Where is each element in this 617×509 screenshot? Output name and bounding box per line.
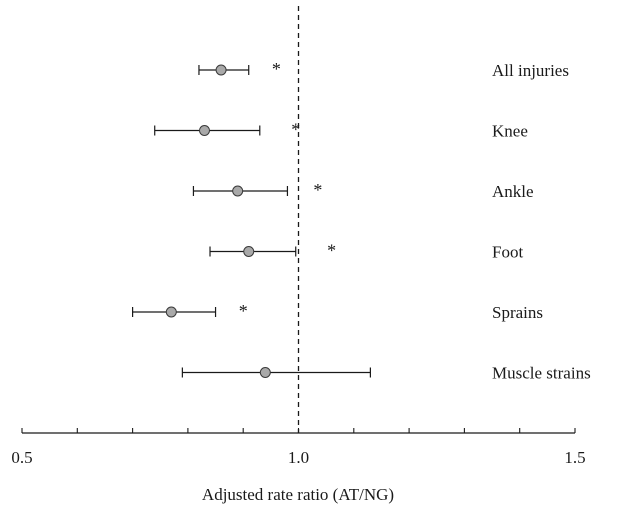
x-tick-label: 1.5: [564, 448, 585, 467]
point-estimate: [215, 64, 227, 76]
point-estimate: [243, 246, 255, 257]
point-estimate: [232, 185, 244, 197]
row-label: Ankle: [492, 182, 534, 201]
row-label: Knee: [492, 122, 528, 141]
row-label: Sprains: [492, 303, 543, 322]
point-estimate: [198, 125, 210, 136]
plot-area: 0.5 1.0 1.5 * All injuries * Knee * Ankle * Foot * S…: [11, 6, 591, 467]
row-label: Muscle strains: [492, 364, 591, 383]
row-label: Foot: [492, 243, 523, 262]
significance-star: *: [327, 241, 336, 261]
significance-star: *: [313, 180, 322, 200]
row-label: All injuries: [492, 61, 569, 80]
significance-star: *: [239, 301, 248, 321]
point-estimate: [259, 367, 271, 378]
significance-star: *: [272, 59, 281, 79]
x-tick-label: 0.5: [11, 448, 32, 467]
x-axis-title: Adjusted rate ratio (AT/NG): [202, 485, 394, 504]
significance-star: *: [291, 120, 300, 140]
x-tick-label: 1.0: [288, 448, 309, 467]
point-estimate: [165, 306, 177, 318]
